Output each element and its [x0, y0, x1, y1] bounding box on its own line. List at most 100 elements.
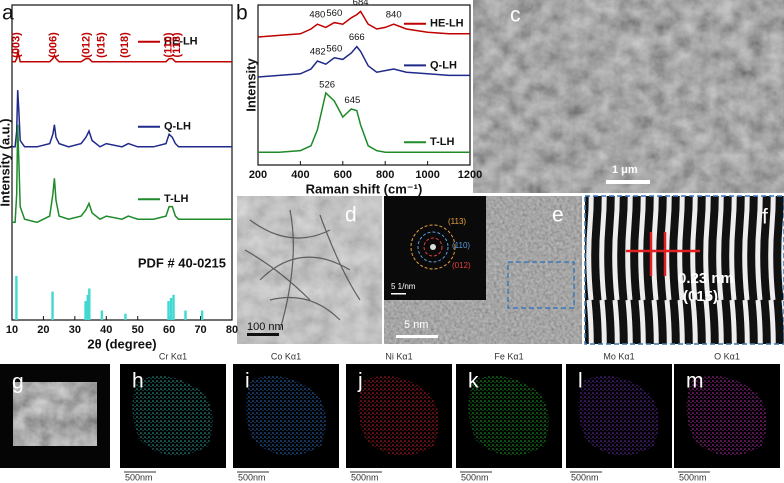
- x-tick-label: 1200: [458, 169, 482, 181]
- ring-label: (012): [452, 261, 471, 270]
- x-tick-label: 1000: [415, 169, 439, 181]
- annotation: (003): [11, 32, 23, 58]
- reference-bar: [167, 301, 170, 320]
- beam-center: [430, 244, 436, 250]
- panel-label: m: [686, 370, 704, 393]
- peak-label: 560: [326, 43, 342, 54]
- x-tick-label: 70: [194, 324, 206, 336]
- scale-label: 500nm: [571, 472, 599, 482]
- peak-label: 666: [349, 32, 365, 43]
- reference-bar: [88, 288, 91, 320]
- panel-label: f: [762, 206, 768, 229]
- series-line: [258, 91, 470, 153]
- reference-bar: [84, 301, 87, 320]
- x-tick-label: 400: [291, 169, 309, 181]
- map-title: Ni Kα1: [385, 351, 412, 361]
- annotation: (006): [48, 32, 60, 58]
- legend-label: HE-LH: [164, 36, 198, 48]
- legend-label: Q-LH: [164, 121, 191, 133]
- peak-label: 645: [344, 95, 360, 106]
- ring: [417, 231, 449, 263]
- panel-label: k: [468, 370, 479, 393]
- series-line: [257, 10, 470, 38]
- legend-label: T-LH: [164, 193, 188, 205]
- annotation: (018): [119, 32, 131, 58]
- scale-bar: [391, 293, 406, 295]
- annotation: (012): [81, 32, 93, 58]
- scale-label: 500nm: [125, 472, 153, 482]
- panel-label: c: [510, 4, 521, 27]
- x-tick-label: 800: [376, 169, 394, 181]
- map-title: Mo Kα1: [603, 351, 634, 361]
- particle: [13, 382, 97, 446]
- frame: [584, 195, 784, 345]
- panel-label: d: [345, 204, 357, 227]
- panel-label: a: [2, 2, 14, 25]
- reference-bar: [184, 310, 187, 320]
- x-tick-label: 80: [226, 324, 238, 336]
- map-title: O Kα1: [714, 351, 740, 361]
- peak-label: 560: [326, 8, 342, 19]
- x-tick-label: 50: [132, 324, 144, 336]
- reference-bar: [86, 294, 89, 320]
- scale-label: 500nm: [351, 472, 379, 482]
- x-tick-label: 20: [37, 324, 49, 336]
- nanosheets: [244, 209, 361, 331]
- sem-texture: [473, 0, 784, 193]
- legend-label: HE-LH: [430, 18, 464, 30]
- x-tick-label: 600: [334, 169, 352, 181]
- spacing-marker: [626, 232, 700, 276]
- panel-label: j: [357, 370, 363, 393]
- reference-bar: [172, 294, 175, 320]
- tem-texture: [237, 196, 382, 344]
- peak-label: 480: [309, 10, 325, 21]
- reference-bar: [15, 275, 18, 320]
- peak-label: 840: [386, 10, 402, 21]
- x-axis-label: Raman shift (cm⁻¹): [306, 181, 423, 196]
- ring: [410, 224, 456, 270]
- x-tick-label: 40: [100, 324, 112, 336]
- plot-frame: [257, 4, 471, 166]
- reference-bar: [169, 297, 173, 320]
- series-line: [12, 49, 232, 63]
- annotation: (110): [162, 32, 174, 57]
- scale-label: 1 μm: [612, 164, 638, 176]
- scale-label: 500nm: [461, 472, 489, 482]
- map-signal: [132, 376, 213, 456]
- x-tick-label: 60: [163, 324, 175, 336]
- panel-label: h: [132, 370, 144, 393]
- peak-label: 482: [310, 47, 326, 58]
- x-tick-label: 30: [69, 324, 81, 336]
- ring-label: (113): [448, 217, 466, 226]
- map-title: Cr Kα1: [159, 351, 187, 361]
- map-title: Co Kα1: [271, 351, 301, 361]
- panel-label: l: [578, 370, 583, 393]
- map-title: Fe Kα1: [494, 351, 523, 361]
- annotation: (015): [95, 32, 107, 58]
- y-axis-label: Intensity (a.u.): [0, 118, 12, 206]
- panel-label: b: [236, 2, 248, 25]
- peak-label: 684: [353, 0, 369, 8]
- series-line: [12, 124, 232, 224]
- scale-bar: [247, 333, 279, 336]
- scale-label: 5 1/nm: [391, 282, 416, 291]
- x-tick-label: 10: [6, 324, 18, 336]
- map-signal: [578, 376, 659, 456]
- zoom-box: [507, 261, 575, 309]
- legend-label: T-LH: [430, 136, 454, 148]
- reference-bar: [200, 310, 204, 320]
- reference-bar: [51, 291, 54, 320]
- scale-label: 500nm: [238, 472, 266, 482]
- reference-bar: [124, 313, 127, 320]
- x-tick-label: 200: [249, 169, 267, 181]
- reference-bar: [100, 310, 104, 320]
- series-line: [257, 45, 470, 78]
- panel-label: i: [245, 370, 250, 393]
- scale-bar: [606, 180, 650, 184]
- ring: [423, 237, 443, 257]
- map-signal: [468, 376, 549, 456]
- peak-label: 526: [319, 80, 335, 91]
- annotation: (113): [171, 32, 183, 57]
- ring-label: (110): [452, 241, 470, 250]
